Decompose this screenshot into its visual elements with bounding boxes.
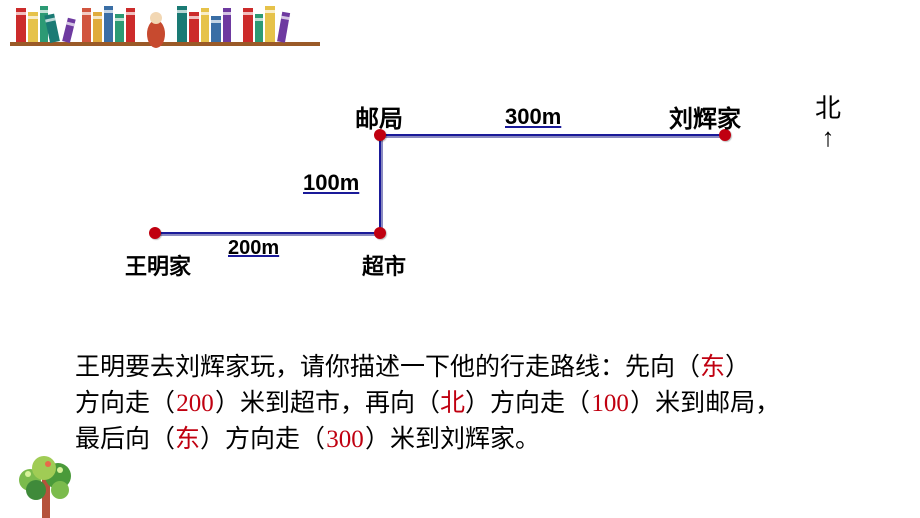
answer-2: 200 [175,386,215,422]
q3-mid-a: ）方向走（ [200,426,325,453]
node-label: 邮局 [355,99,403,134]
question-line-1: 王明要去刘辉家玩，请你描述一下他的行走路线：先向（东） [75,350,780,386]
q2-prefix: 方向走（ [75,390,175,417]
q2-mid-b: ）方向走（ [465,390,590,417]
node-label: 王明家 [125,249,191,281]
compass-north: 北 ↑ [815,88,841,151]
answer-5: 东 [175,422,200,458]
question-line-3: 最后向（东）方向走（300）米到刘辉家。 [75,422,780,458]
q1-prefix: 王明要去刘辉家玩，请你描述一下他的行走路线：先向（ [75,354,700,381]
compass-north-label: 北 [815,88,841,125]
route-segment [155,232,380,234]
q1-after: ） [725,354,750,381]
answer-4: 100 [590,386,630,422]
question-text: 王明要去刘辉家玩，请你描述一下他的行走路线：先向（东） 方向走（200）米到超市… [75,350,780,458]
node-dot [374,227,386,239]
q2-mid-a: ）米到超市，再向（ [215,390,440,417]
answer-1: 东 [700,350,725,386]
route-segment [379,135,381,233]
question-line-2: 方向走（200）米到超市，再向（北）方向走（100）米到邮局， [75,386,780,422]
pencil-tree-icon [0,438,110,518]
books-decoration-icon [10,0,340,52]
node-label: 刘辉家 [669,99,741,134]
edge-distance-label: 200m [228,237,279,260]
compass-arrow-icon: ↑ [815,125,841,151]
q2-after: ）米到邮局， [630,390,780,417]
answer-6: 300 [325,422,365,458]
edge-distance-label: 100m [303,170,359,196]
edge-distance-label: 300m [505,104,561,130]
node-label: 超市 [362,249,406,281]
q3-after: ）米到刘辉家。 [365,426,540,453]
node-dot [149,227,161,239]
answer-3: 北 [440,386,465,422]
route-segment [380,134,725,136]
